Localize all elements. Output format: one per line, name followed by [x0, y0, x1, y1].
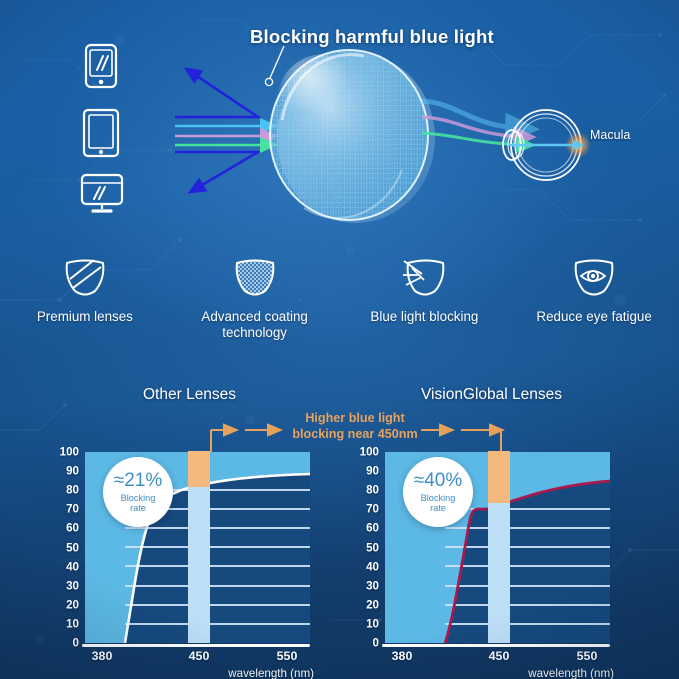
- x-tick: 380: [391, 649, 413, 663]
- annotation-line-2: blocking near 450nm: [292, 426, 418, 441]
- y-tick: 20: [66, 598, 79, 612]
- annotation-line-1: Higher blue light: [305, 411, 405, 425]
- feature-label: Blue light blocking: [370, 309, 479, 324]
- x-axis-right: [382, 644, 610, 647]
- blocking-rate-value: ≈21%: [113, 469, 163, 491]
- y-tick: 90: [66, 464, 79, 478]
- y-tick: 60: [66, 521, 79, 535]
- x-tick: 450: [188, 649, 210, 663]
- lens-shine-icon: [61, 253, 109, 301]
- blocking-rate-caption-1: Blocking: [420, 492, 456, 503]
- y-tick: 50: [366, 541, 379, 554]
- y-tick: 80: [366, 483, 379, 497]
- orange-marker-column: [188, 451, 210, 487]
- lens-blueblock-icon: [400, 253, 448, 301]
- blocking-rate-caption-2: rate: [130, 503, 146, 513]
- y-tick: 60: [366, 521, 379, 535]
- y-tick: 10: [66, 617, 79, 631]
- y-tick: 90: [366, 464, 379, 478]
- eye-icon: [502, 109, 591, 181]
- blocking-rate-caption-2: rate: [430, 503, 446, 513]
- tablet-icon: [82, 108, 120, 158]
- y-tick: 80: [66, 483, 79, 497]
- blocking-rate-caption-1: Blocking: [120, 492, 156, 503]
- blocking-rate-badge: ≈40% Blocking rate: [403, 457, 473, 527]
- x-tick: 380: [91, 649, 113, 663]
- blocking-rate-value: ≈40%: [413, 469, 463, 491]
- feature-row: Premium lenses Advanced coating technolo…: [0, 253, 679, 358]
- y-tick: 100: [59, 445, 79, 459]
- y-tick: 30: [66, 579, 79, 593]
- y-tick: 50: [66, 541, 79, 554]
- y-tick: 30: [366, 579, 379, 593]
- y-tick: 0: [72, 636, 79, 650]
- x-axis-label-left: wavelength (nm): [228, 667, 314, 679]
- chart-title-left: Other Lenses: [143, 386, 237, 403]
- monitor-icon: [80, 173, 124, 213]
- x-axis-left: [82, 644, 310, 647]
- y-tick: 20: [366, 598, 379, 612]
- y-tick: 70: [366, 502, 379, 516]
- incoming-light-rays: [175, 67, 279, 194]
- chart-visionglobal-lenses: ≈40% Blocking rate 100 90 80 70 60 50 40…: [360, 446, 614, 679]
- chart-other-lenses: ≈21% Blocking rate 100 90 80 70 60 50 40…: [60, 446, 314, 679]
- chart-title-right: VisionGlobal Lenses: [421, 386, 563, 403]
- blocking-rate-badge: ≈21% Blocking rate: [103, 457, 173, 527]
- hero-section: Blocking harmful blue light: [0, 0, 679, 250]
- smartphone-icon: [84, 43, 118, 89]
- feature-reduce-eye-fatigue: Reduce eye fatigue: [509, 253, 679, 358]
- y-tick: 40: [66, 560, 79, 574]
- x-axis-label-right: wavelength (nm): [528, 667, 614, 679]
- macula-label: Macula: [590, 128, 631, 142]
- hero-title: Blocking harmful blue light: [250, 26, 494, 47]
- title-leader-line: [264, 45, 285, 87]
- y-tick: 100: [359, 445, 379, 459]
- y-tick: 0: [372, 636, 379, 650]
- x-tick: 450: [488, 649, 510, 663]
- lens-coating-icon: [231, 253, 279, 301]
- feature-premium-lenses: Premium lenses: [0, 253, 170, 358]
- feature-advanced-coating: Advanced coating technology: [170, 253, 340, 358]
- lens-illustration: [269, 49, 435, 223]
- feature-blue-light-blocking: Blue light blocking: [340, 253, 510, 358]
- eye-icon: [570, 253, 618, 301]
- x-tick: 550: [276, 649, 298, 663]
- feature-label: Advanced coating technology: [201, 309, 308, 341]
- feature-label: Premium lenses: [36, 309, 133, 324]
- y-tick: 10: [366, 617, 379, 631]
- x-tick: 550: [576, 649, 598, 663]
- charts-section: Other Lenses VisionGlobal Lenses Higher …: [0, 366, 679, 679]
- annotation-text: Higher blue light blocking near 450nm: [292, 411, 418, 442]
- band-450nm: [188, 452, 210, 643]
- orange-marker-column: [488, 451, 510, 503]
- y-tick: 70: [66, 502, 79, 516]
- y-tick: 40: [366, 560, 379, 574]
- feature-label: Reduce eye fatigue: [536, 309, 652, 324]
